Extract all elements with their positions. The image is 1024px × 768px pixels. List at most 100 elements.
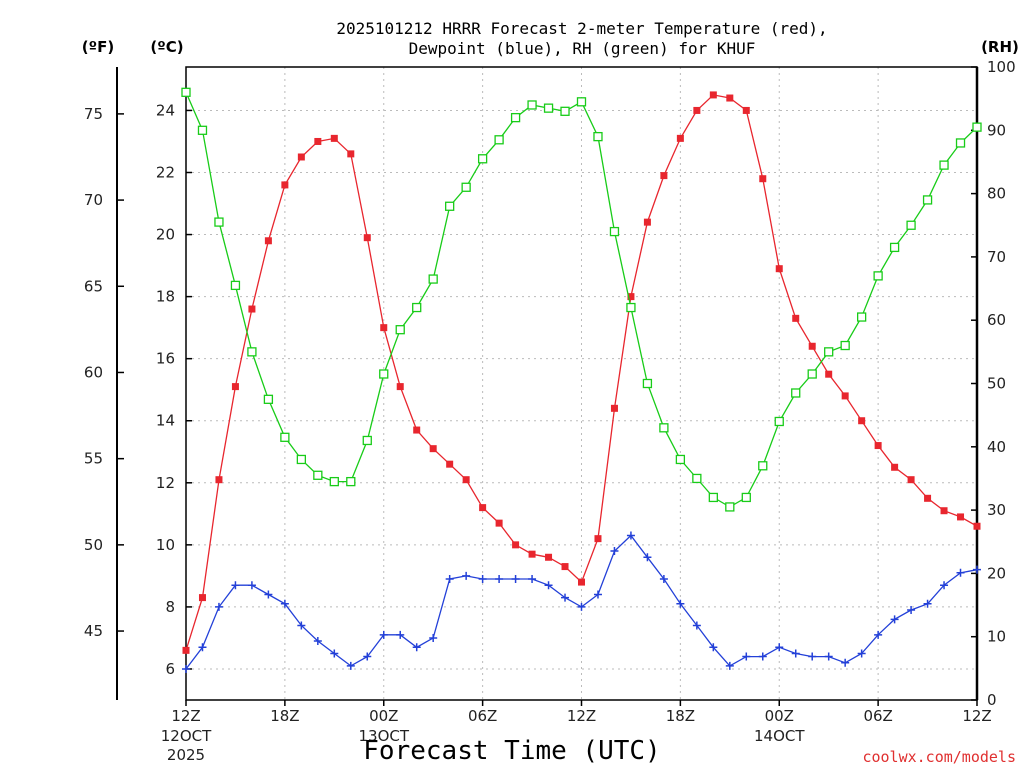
rh-point	[939, 160, 949, 170]
dewpoint-point	[396, 630, 405, 639]
rh-point	[922, 195, 933, 205]
dewpoint-point	[709, 643, 718, 652]
dewpoint-point	[643, 553, 652, 562]
rh-point	[560, 106, 570, 116]
rh-point	[774, 416, 784, 427]
celsius-tick-label: 18	[156, 288, 175, 306]
temperature-point	[792, 314, 800, 322]
rh-point	[840, 340, 850, 351]
x-tick-label: 00Z	[765, 707, 794, 725]
temperature-point	[808, 342, 816, 350]
dewpoint-point	[247, 581, 256, 590]
rh-point	[197, 125, 208, 135]
rh-point	[873, 271, 883, 281]
celsius-tick-label: 14	[156, 412, 175, 430]
x-axis-label: Forecast Time (UTC)	[363, 736, 660, 766]
celsius-tick-label: 24	[156, 101, 175, 119]
celsius-unit-label: (ºC)	[150, 38, 183, 56]
rh-tick-label: 50	[987, 375, 1006, 393]
temperature-point	[775, 265, 783, 273]
rh-point	[510, 112, 521, 123]
dewpoint-point	[626, 531, 635, 540]
rh-point	[445, 201, 455, 211]
dewpoint-point	[313, 637, 322, 646]
temperature-point	[297, 153, 305, 161]
fahrenheit-unit-label: (ºF)	[82, 38, 114, 56]
temperature-point	[528, 550, 536, 558]
rh-point	[642, 378, 653, 389]
temperature-point	[940, 507, 948, 515]
celsius-tick-label: 10	[156, 536, 175, 554]
dewpoint-point	[907, 606, 916, 615]
rh-point	[362, 435, 372, 446]
x-tick-date-label: 12OCT	[161, 727, 212, 745]
dewpoint-point	[923, 599, 932, 608]
temperature-point	[709, 91, 717, 99]
rh-point	[477, 154, 488, 164]
x-tick-label: 12Z	[962, 707, 991, 725]
rh-point	[856, 312, 867, 322]
temperature-point	[347, 150, 355, 158]
rh-point	[263, 394, 274, 404]
temperature-point	[380, 324, 388, 332]
fahrenheit-tick-label: 45	[84, 622, 103, 640]
temperature-point	[396, 383, 404, 391]
rh-point	[593, 131, 603, 142]
dewpoint-point	[198, 643, 207, 652]
rh-tick-label: 20	[987, 564, 1006, 582]
rh-point	[379, 369, 389, 379]
temperature-point	[462, 476, 470, 484]
dewpoint-point	[297, 621, 306, 630]
temperature-point	[248, 305, 256, 313]
dewpoint-point	[495, 574, 504, 583]
rh-series	[181, 87, 982, 512]
temperature-point	[957, 513, 965, 521]
dewpoint-point	[363, 652, 372, 661]
rh-point	[395, 325, 405, 335]
temperature-point	[231, 383, 239, 391]
dewpoint-point	[940, 581, 949, 590]
dewpoint-point	[758, 652, 767, 661]
temperature-point	[215, 476, 223, 484]
temperature-point	[512, 541, 520, 549]
rh-point	[972, 122, 982, 132]
fahrenheit-tick-label: 75	[84, 105, 103, 123]
rh-point	[725, 502, 735, 512]
fahrenheit-tick-label: 55	[84, 450, 103, 468]
axes: 45 50 55 60 65 70 75 6 8 10 12 14 16 18 20 22 24 0 10 20 30 4…	[84, 58, 1016, 764]
rh-point	[230, 280, 241, 291]
temperature-point	[693, 106, 701, 114]
dewpoint-point	[561, 593, 570, 602]
dewpoint-point	[544, 581, 553, 590]
temperature-point	[561, 563, 569, 571]
rh-point	[247, 347, 257, 357]
rh-point	[181, 87, 191, 97]
temperature-point	[413, 426, 421, 434]
dewpoint-point	[511, 574, 520, 583]
temperature-point	[907, 476, 915, 484]
rh-point	[708, 492, 718, 503]
temperature-point	[858, 417, 866, 425]
dewpoint-point	[676, 599, 685, 608]
x-tick-date-label: 14OCT	[754, 727, 805, 745]
chart-title-line1: 2025101212 HRRR Forecast 2-meter Tempera…	[336, 19, 827, 38]
temperature-point	[891, 463, 899, 471]
rh-point	[214, 217, 224, 227]
rh-point	[296, 454, 307, 465]
x-tick-label: 06Z	[468, 707, 497, 725]
rh-point	[313, 470, 323, 480]
rh-point	[428, 274, 438, 284]
dewpoint-point	[379, 630, 388, 639]
dewpoint-point	[264, 590, 273, 599]
temperature-point	[495, 519, 503, 527]
temperature-point	[578, 578, 585, 586]
rh-point	[807, 369, 817, 379]
celsius-tick-label: 20	[156, 226, 175, 244]
dewpoint-point	[280, 599, 289, 608]
rh-tick-label: 80	[987, 185, 1006, 203]
dewpoint-point	[610, 547, 619, 556]
dewpoint-point	[577, 602, 586, 611]
temperature-point	[924, 494, 932, 502]
rh-tick-label: 70	[987, 248, 1006, 266]
rh-point	[346, 476, 356, 487]
